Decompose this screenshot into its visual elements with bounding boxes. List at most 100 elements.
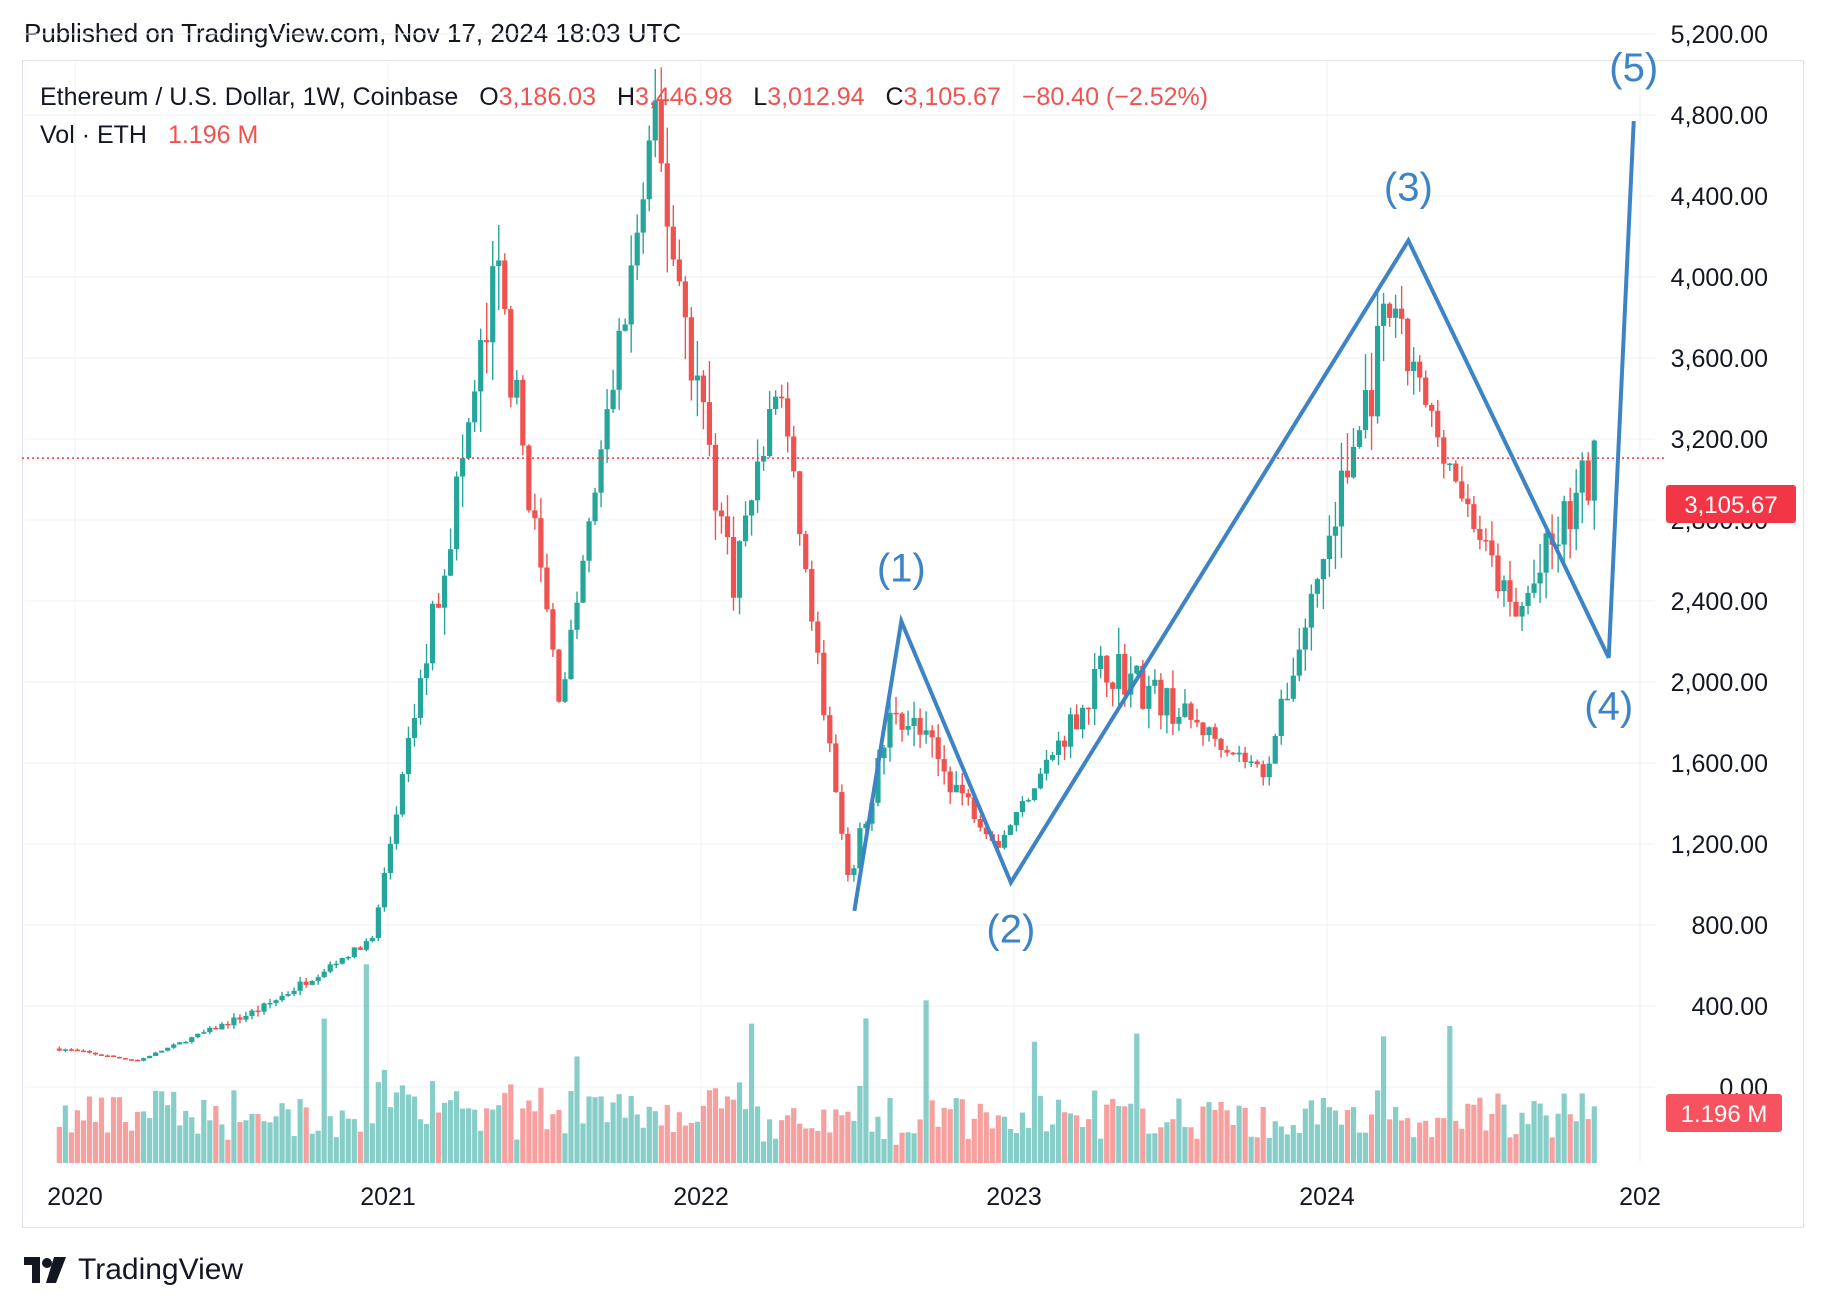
candle-body — [1019, 801, 1026, 813]
candle-body — [153, 1052, 159, 1056]
candle-body — [110, 1055, 117, 1058]
volume-bar — [1356, 1132, 1363, 1163]
candle-body — [159, 1050, 165, 1053]
candle-body — [881, 747, 887, 759]
volume-bar — [375, 1082, 381, 1163]
volume-bar — [171, 1091, 177, 1163]
candle-body — [225, 1023, 231, 1026]
volume-bar — [1501, 1104, 1507, 1163]
candle-body — [1374, 325, 1381, 417]
candle-body — [405, 737, 412, 775]
volume-bar — [1489, 1113, 1495, 1163]
candle-body — [941, 759, 947, 772]
candle-body — [345, 956, 351, 959]
volume-bar — [1296, 1132, 1302, 1163]
candle-body — [466, 422, 472, 459]
candle-body — [1368, 390, 1375, 417]
legend-row-ohlc: Ethereum / U.S. Dollar, 1W, Coinbase O3,… — [40, 83, 1208, 111]
volume-bar — [935, 1126, 941, 1163]
tradingview-logo[interactable]: TradingView — [24, 1250, 243, 1290]
candle-body — [556, 649, 562, 702]
volume-bar — [1471, 1104, 1477, 1163]
candle-body — [502, 260, 508, 310]
candle-body — [652, 100, 658, 141]
candle-body — [640, 199, 646, 233]
volume-bar — [748, 1023, 755, 1163]
candle-body — [1519, 605, 1525, 617]
time-axis[interactable]: 2020 2021 2022 2023 2024 202 — [47, 1183, 1661, 1211]
price-axis-tick: 4,400.00 — [1671, 183, 1768, 211]
candle-body — [1495, 555, 1501, 592]
volume-bar — [676, 1112, 682, 1163]
candle-body — [1387, 303, 1393, 318]
volume-bar — [291, 1136, 297, 1163]
volume-bar — [1332, 1110, 1339, 1163]
candle-body — [857, 828, 863, 869]
candle-body — [863, 823, 869, 829]
candle-body — [646, 140, 652, 200]
legend-high-label: H — [617, 83, 635, 111]
candle-body — [508, 309, 514, 398]
time-axis-tick: 2024 — [1299, 1183, 1355, 1211]
candle-body — [1055, 740, 1062, 755]
volume-bar — [1248, 1136, 1254, 1163]
volume-bar — [514, 1139, 520, 1163]
volume-bar — [1387, 1119, 1393, 1163]
volume-bar — [273, 1116, 279, 1163]
candle-body — [1031, 788, 1038, 800]
candle-body — [1278, 698, 1284, 736]
candle-body — [977, 819, 983, 828]
candle-body — [1152, 679, 1158, 686]
candle-body — [201, 1032, 207, 1034]
legend-row-volume: Vol · ETH 1.196 M — [40, 121, 258, 149]
candle-body — [1585, 460, 1591, 501]
volume-bar — [405, 1094, 412, 1163]
price-axis-tick: 2,400.00 — [1671, 588, 1768, 616]
candle-body — [86, 1050, 93, 1053]
volume-bar — [646, 1106, 652, 1163]
volume-bar — [568, 1091, 574, 1163]
volume-bar — [785, 1115, 791, 1163]
candle-body — [303, 981, 309, 985]
candle-body — [1200, 722, 1206, 736]
volume-bar — [995, 1115, 1001, 1163]
volume-bar — [1092, 1090, 1098, 1163]
volume-bar — [574, 1056, 580, 1163]
candle-body — [1086, 707, 1092, 710]
volume-bar — [165, 1105, 171, 1163]
volume-bar — [965, 1138, 971, 1163]
volume-bar — [658, 1125, 664, 1163]
price-axis[interactable]: 5,200.00 4,800.00 4,400.00 4,000.00 3,600.00… — [1671, 21, 1768, 1102]
candle-body — [62, 1049, 68, 1051]
candle-body — [767, 409, 773, 457]
chart-frame[interactable] — [22, 60, 1804, 1228]
volume-bar — [1579, 1093, 1585, 1163]
candle-body — [74, 1049, 81, 1052]
legend-symbol: Ethereum / U.S. Dollar, 1W, Coinbase — [40, 83, 458, 111]
candle-body — [219, 1023, 225, 1030]
volume-bar — [116, 1097, 123, 1163]
volume-bar — [947, 1109, 953, 1163]
volume-bar — [104, 1132, 111, 1163]
candle-body — [754, 461, 761, 501]
candle-body — [1561, 501, 1567, 545]
candle-body — [1242, 752, 1248, 762]
volume-bar — [803, 1128, 809, 1163]
candle-body — [1483, 540, 1489, 542]
volume-bar — [1182, 1127, 1188, 1163]
volume-bar — [68, 1132, 74, 1163]
price-tag-bg — [1666, 485, 1796, 523]
volume-bar — [664, 1105, 670, 1163]
volume-bar — [1417, 1122, 1423, 1163]
volume-bar — [1374, 1090, 1381, 1163]
volume-bar — [363, 964, 369, 1163]
volume-tag: 1.196 M — [1666, 1094, 1782, 1132]
volume-bar — [333, 1137, 339, 1163]
candle-body — [1393, 308, 1399, 318]
candle-body — [1074, 714, 1080, 730]
candle-body — [1344, 470, 1351, 478]
volume-bar — [267, 1122, 273, 1163]
volume-bar — [706, 1090, 713, 1163]
candle-body — [1001, 834, 1007, 848]
